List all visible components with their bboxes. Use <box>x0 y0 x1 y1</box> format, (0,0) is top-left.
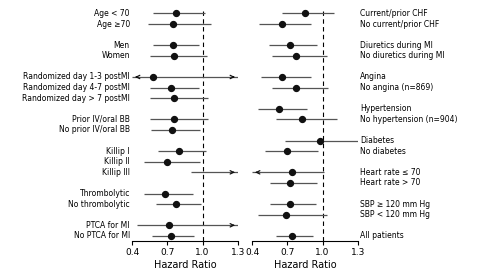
X-axis label: Hazard Ratio: Hazard Ratio <box>274 260 336 270</box>
Text: PTCA for MI: PTCA for MI <box>86 221 130 230</box>
Text: No PTCA for MI: No PTCA for MI <box>74 231 130 240</box>
Text: Killip I: Killip I <box>106 147 130 156</box>
Text: No hypertension (n=904): No hypertension (n=904) <box>360 115 458 124</box>
Text: SBP < 120 mm Hg: SBP < 120 mm Hg <box>360 210 430 219</box>
Text: No diuretics during MI: No diuretics during MI <box>360 51 445 60</box>
Text: Age ≥70: Age ≥70 <box>97 20 130 28</box>
Text: Current/prior CHF: Current/prior CHF <box>360 9 428 18</box>
Text: Thrombolytic: Thrombolytic <box>79 189 130 198</box>
Text: All patients: All patients <box>360 231 404 240</box>
Text: Age < 70: Age < 70 <box>95 9 130 18</box>
Text: Prior IV/oral BB: Prior IV/oral BB <box>72 115 130 124</box>
Text: No current/prior CHF: No current/prior CHF <box>360 20 440 28</box>
Text: Heart rate ≤ 70: Heart rate ≤ 70 <box>360 168 420 177</box>
Text: Randomized day > 7 postMI: Randomized day > 7 postMI <box>22 94 130 103</box>
Text: Women: Women <box>101 51 130 60</box>
Text: No diabetes: No diabetes <box>360 147 406 156</box>
Text: SBP ≥ 120 mm Hg: SBP ≥ 120 mm Hg <box>360 200 430 209</box>
Text: No angina (n=869): No angina (n=869) <box>360 83 433 92</box>
Text: Hypertension: Hypertension <box>360 104 412 113</box>
Text: Diabetes: Diabetes <box>360 136 394 145</box>
Text: No prior IV/oral BB: No prior IV/oral BB <box>59 125 130 134</box>
X-axis label: Hazard Ratio: Hazard Ratio <box>154 260 216 270</box>
Text: Killip III: Killip III <box>102 168 130 177</box>
Text: Diuretics during MI: Diuretics during MI <box>360 41 433 50</box>
Text: Heart rate > 70: Heart rate > 70 <box>360 178 420 188</box>
Text: Angina: Angina <box>360 72 387 82</box>
Text: Randomized day 4-7 postMI: Randomized day 4-7 postMI <box>23 83 130 92</box>
Text: Men: Men <box>114 41 130 50</box>
Text: Randomized day 1-3 postMI: Randomized day 1-3 postMI <box>23 72 130 82</box>
Text: No thrombolytic: No thrombolytic <box>68 200 130 209</box>
Text: Killip II: Killip II <box>104 157 130 166</box>
